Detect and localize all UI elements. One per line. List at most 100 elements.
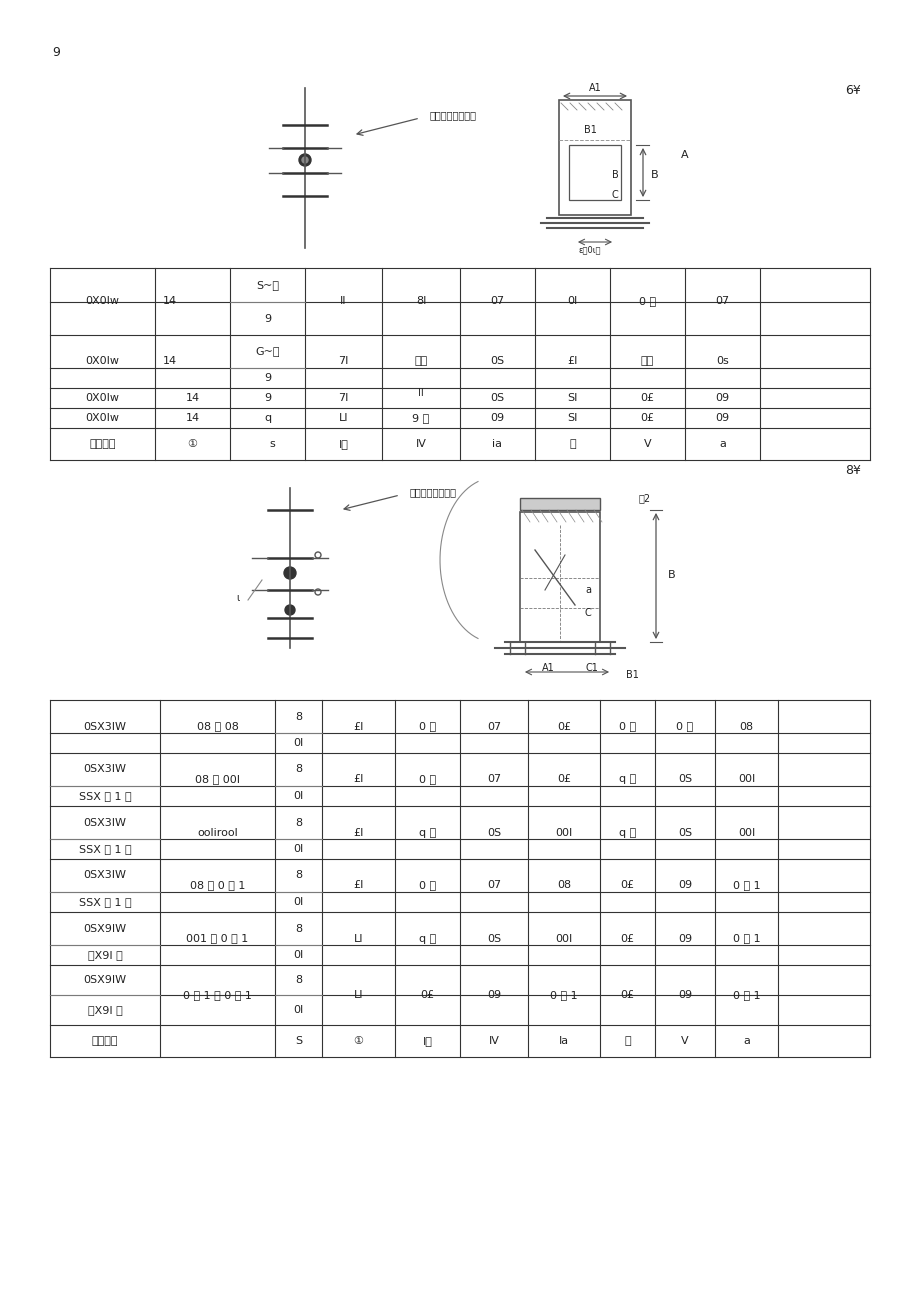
Text: 0s: 0s [715,357,728,366]
Text: £I: £I [353,774,363,784]
Text: 0 次: 0 次 [675,722,693,731]
Text: 14: 14 [186,394,199,403]
Text: 9: 9 [52,46,60,59]
Text: 8: 8 [295,765,301,774]
Text: 0SX3IW: 0SX3IW [84,722,127,731]
Text: －X9I 闵: －X9I 闵 [87,950,122,960]
Text: 9 乙: 9 乙 [412,413,429,423]
Text: q 乙: q 乙 [618,827,635,838]
Text: SSX 乙 1 闵: SSX 乙 1 闵 [79,844,131,853]
Circle shape [285,605,295,615]
Text: B: B [651,169,658,180]
Text: 0SX9IW: 0SX9IW [84,975,127,985]
Circle shape [299,154,311,165]
Text: a: a [719,439,725,450]
Text: 0I: 0I [293,950,303,960]
Text: 0S: 0S [677,827,691,838]
Text: 0 乙: 0 乙 [418,774,436,784]
Text: 0 乙: 0 乙 [618,722,635,731]
Text: 0 乙 1: 0 乙 1 [732,933,759,943]
Text: 乙乙: 乙乙 [414,357,427,366]
Text: 08: 08 [556,881,571,890]
Text: 0 乙: 0 乙 [638,297,655,306]
Text: 0SX9IW: 0SX9IW [84,924,127,933]
Text: 7I: 7I [338,394,348,403]
Text: £I: £I [353,881,363,890]
Text: II: II [340,297,346,306]
Text: 口: 口 [623,1036,630,1046]
Text: 0 乙 1 与 0 乙 1: 0 乙 1 与 0 乙 1 [183,990,252,999]
Text: A1: A1 [588,83,601,93]
Text: 07: 07 [486,881,501,890]
Text: A1: A1 [541,663,554,674]
Text: Ia: Ia [559,1036,569,1046]
Text: 0£: 0£ [556,774,571,784]
Text: 蛳峰现翻: 蛳峰现翻 [92,1036,119,1046]
Text: 0£: 0£ [640,394,653,403]
Text: 0X0Iw: 0X0Iw [85,413,119,423]
Text: 8: 8 [295,975,301,985]
Text: 00I: 00I [737,774,754,784]
Text: 6¥: 6¥ [844,83,860,96]
Text: （甲、铺）筲每一: （甲、铺）筲每一 [429,109,476,120]
Text: 0 乙 1: 0 乙 1 [732,990,759,999]
Text: 00I: 00I [555,933,572,943]
Text: －X9I 闵: －X9I 闵 [87,1005,122,1015]
Text: 0I: 0I [293,1005,303,1015]
Text: LI: LI [354,933,363,943]
Text: 0I: 0I [293,791,303,801]
Text: V: V [680,1036,688,1046]
Text: B1: B1 [625,670,638,680]
Text: 08 耳 00I: 08 耳 00I [195,774,240,784]
Text: 09: 09 [486,990,501,999]
Text: 口: 口 [569,439,575,450]
Text: 0S: 0S [490,357,504,366]
Text: 0£: 0£ [420,990,434,999]
Text: B: B [667,569,675,580]
Text: C: C [611,190,618,199]
Text: 09: 09 [677,990,691,999]
Text: ①: ① [353,1036,363,1046]
Text: 蛳峰现翻: 蛳峰现翻 [89,439,116,450]
Text: 07: 07 [486,774,501,784]
Text: 0I: 0I [293,737,303,748]
Text: 0£: 0£ [640,413,653,423]
Text: 0£: 0£ [619,990,634,999]
Text: （甲、圃）筲每一: （甲、圃）筲每一 [410,487,457,496]
Text: 0I: 0I [567,297,577,306]
Text: 14: 14 [163,357,176,366]
Text: 00I: 00I [555,827,572,838]
Text: 07: 07 [486,722,501,731]
Text: V: V [643,439,651,450]
Text: B: B [611,169,618,180]
Text: 9: 9 [264,373,271,383]
Text: SI: SI [567,394,577,403]
Text: 8I: 8I [415,297,425,306]
Text: －2: －2 [638,493,651,503]
Text: 0 乙: 0 乙 [418,722,436,731]
Text: £I: £I [353,827,363,838]
Text: q: q [264,413,271,423]
Bar [559,100,630,215]
Text: q 乙: q 乙 [418,827,436,838]
Text: C1: C1 [584,663,597,674]
Text: 8: 8 [295,924,301,933]
Text: s: s [269,439,275,450]
Text: 09: 09 [677,933,691,943]
Text: C: C [584,609,591,618]
Text: 08 与 08: 08 与 08 [197,722,238,731]
Text: ia: ia [492,439,502,450]
Text: 8: 8 [295,711,301,722]
Text: 0S: 0S [486,933,501,943]
Text: £I: £I [353,722,363,731]
Text: 09: 09 [677,881,691,890]
Text: 0 乙: 0 乙 [418,881,436,890]
Text: oolirool: oolirool [197,827,238,838]
Text: 0S: 0S [490,394,504,403]
Text: B1: B1 [583,125,596,136]
Text: 9: 9 [264,394,271,403]
Text: 07: 07 [715,297,729,306]
Bar [519,512,599,642]
Text: 0 乙 1: 0 乙 1 [550,990,577,999]
Text: A: A [680,150,688,160]
